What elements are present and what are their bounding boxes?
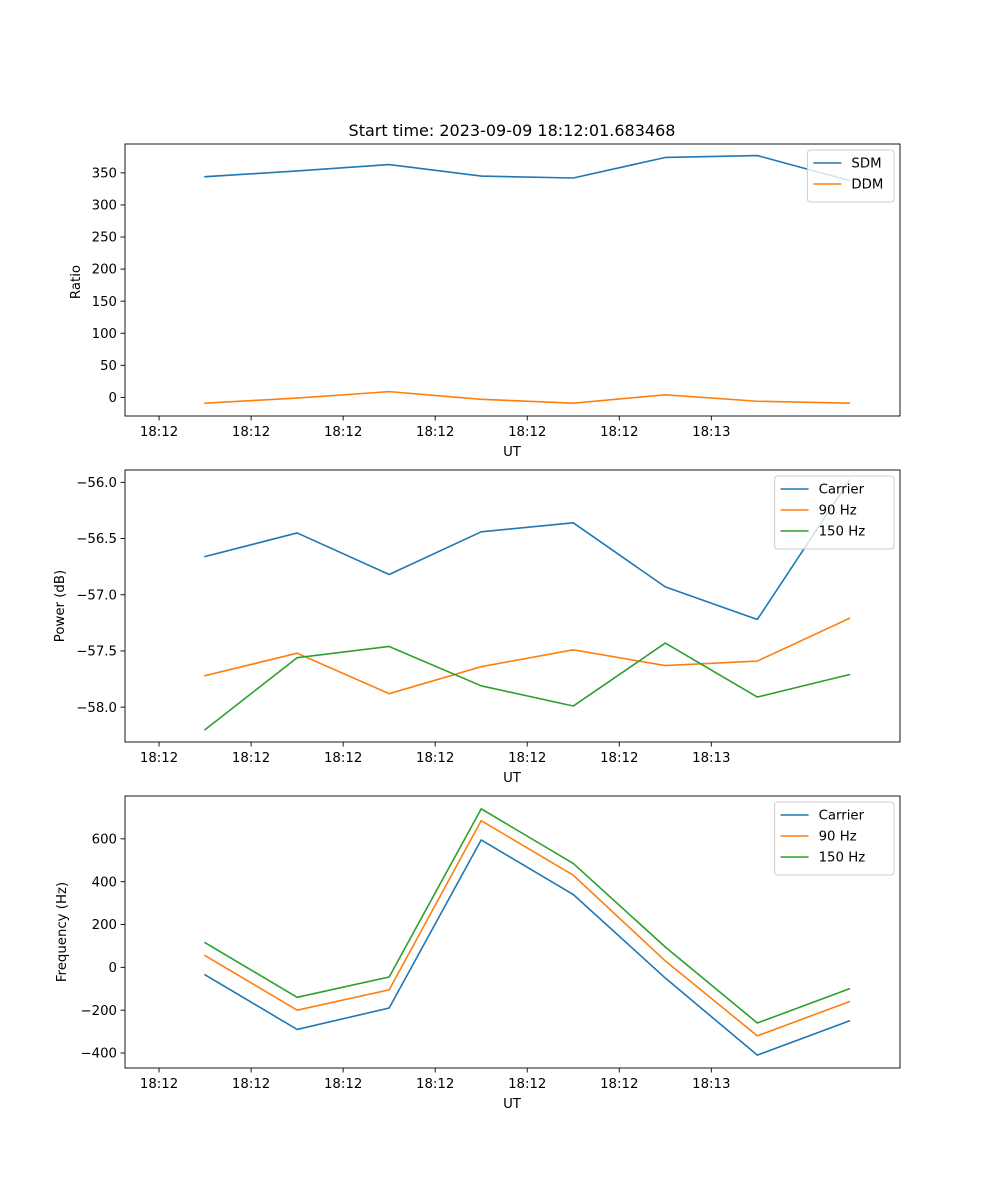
y-tick-label: −58.0 bbox=[76, 701, 117, 716]
x-tick-label: 18:12 bbox=[416, 751, 454, 766]
legend-label: Carrier bbox=[819, 483, 865, 498]
x-tick-label: 18:12 bbox=[324, 425, 362, 440]
y-tick-label: 600 bbox=[92, 832, 117, 847]
x-tick-label: 18:12 bbox=[140, 425, 178, 440]
x-tick-label: 18:12 bbox=[140, 1077, 178, 1092]
y-tick-label: 250 bbox=[92, 231, 117, 246]
legend-label: 90 Hz bbox=[819, 830, 857, 845]
legend-label: 150 Hz bbox=[819, 525, 866, 540]
legend-label: SDM bbox=[851, 157, 881, 172]
x-tick-label: 18:12 bbox=[600, 1077, 638, 1092]
x-tick-label: 18:13 bbox=[692, 1077, 730, 1092]
x-axis-label: UT bbox=[503, 445, 522, 460]
x-tick-label: 18:12 bbox=[508, 425, 546, 440]
legend: Carrier 90 Hz 150 Hz bbox=[774, 475, 895, 550]
series-line-150-hz bbox=[203, 642, 851, 731]
y-tick-label: −57.0 bbox=[76, 588, 117, 603]
legend-label: 150 Hz bbox=[819, 851, 866, 866]
x-tick-label: 18:12 bbox=[508, 751, 546, 766]
x-tick-label: 18:13 bbox=[692, 425, 730, 440]
y-axis-label: Power (dB) bbox=[53, 570, 68, 642]
x-tick-label: 18:12 bbox=[324, 751, 362, 766]
x-tick-label: 18:12 bbox=[232, 751, 270, 766]
x-tick-label: 18:12 bbox=[232, 425, 270, 440]
x-tick-label: 18:12 bbox=[140, 751, 178, 766]
legend: Carrier 90 Hz 150 Hz bbox=[774, 801, 895, 876]
series-line-90-hz bbox=[203, 819, 851, 1037]
y-tick-label: −400 bbox=[80, 1047, 117, 1062]
y-tick-label: 150 bbox=[92, 295, 117, 310]
series-line-90-hz bbox=[204, 617, 851, 695]
axes-frame bbox=[124, 795, 901, 1069]
y-tick-label: 50 bbox=[100, 359, 117, 374]
y-tick-label: 200 bbox=[92, 918, 117, 933]
x-tick-label: 18:12 bbox=[600, 425, 638, 440]
y-tick-label: 0 bbox=[109, 391, 117, 406]
frequency-panel: UT Frequency (Hz) 18:12 18:12 18:12 18:12 18… bbox=[55, 795, 901, 1112]
y-tick-label: −57.5 bbox=[76, 645, 117, 660]
y-tick-label: −56.5 bbox=[76, 532, 117, 547]
series-line-sdm bbox=[204, 154, 851, 182]
x-tick-label: 18:12 bbox=[600, 751, 638, 766]
series-line-carrier bbox=[204, 479, 851, 621]
axes-frame bbox=[124, 143, 901, 417]
legend-label: 90 Hz bbox=[819, 504, 857, 519]
y-axis-label: Ratio bbox=[69, 265, 84, 299]
legend-label: DDM bbox=[851, 178, 883, 193]
y-axis-label: Frequency (Hz) bbox=[55, 882, 70, 982]
y-tick-label: 100 bbox=[92, 327, 117, 342]
series-line-carrier bbox=[203, 839, 851, 1056]
x-axis-label: UT bbox=[503, 1097, 522, 1112]
x-axis-label: UT bbox=[503, 771, 522, 786]
x-tick-label: 18:12 bbox=[324, 1077, 362, 1092]
y-tick-label: 200 bbox=[92, 263, 117, 278]
y-tick-label: 300 bbox=[92, 199, 117, 214]
legend-label: Carrier bbox=[819, 809, 865, 824]
y-tick-label: 350 bbox=[92, 166, 117, 181]
x-tick-label: 18:12 bbox=[232, 1077, 270, 1092]
x-tick-label: 18:12 bbox=[416, 425, 454, 440]
legend: SDM DDM bbox=[806, 149, 895, 203]
y-tick-label: −200 bbox=[80, 1004, 117, 1019]
x-tick-label: 18:12 bbox=[416, 1077, 454, 1092]
y-tick-label: 0 bbox=[109, 961, 117, 976]
series-line-ddm bbox=[204, 390, 851, 405]
ratio-panel: Start time: 2023-09-09 18:12:01.683468 U… bbox=[69, 121, 901, 460]
axes-frame bbox=[124, 469, 901, 743]
y-tick-label: −56.0 bbox=[76, 476, 117, 491]
chart-title: Start time: 2023-09-09 18:12:01.683468 bbox=[349, 121, 676, 140]
power-panel: UT Power (dB) 18:12 18:12 18:12 18:12 18:12 1… bbox=[53, 469, 901, 786]
y-tick-label: 400 bbox=[92, 875, 117, 890]
series-line-150-hz bbox=[203, 808, 851, 1024]
x-tick-label: 18:12 bbox=[508, 1077, 546, 1092]
x-tick-label: 18:13 bbox=[692, 751, 730, 766]
